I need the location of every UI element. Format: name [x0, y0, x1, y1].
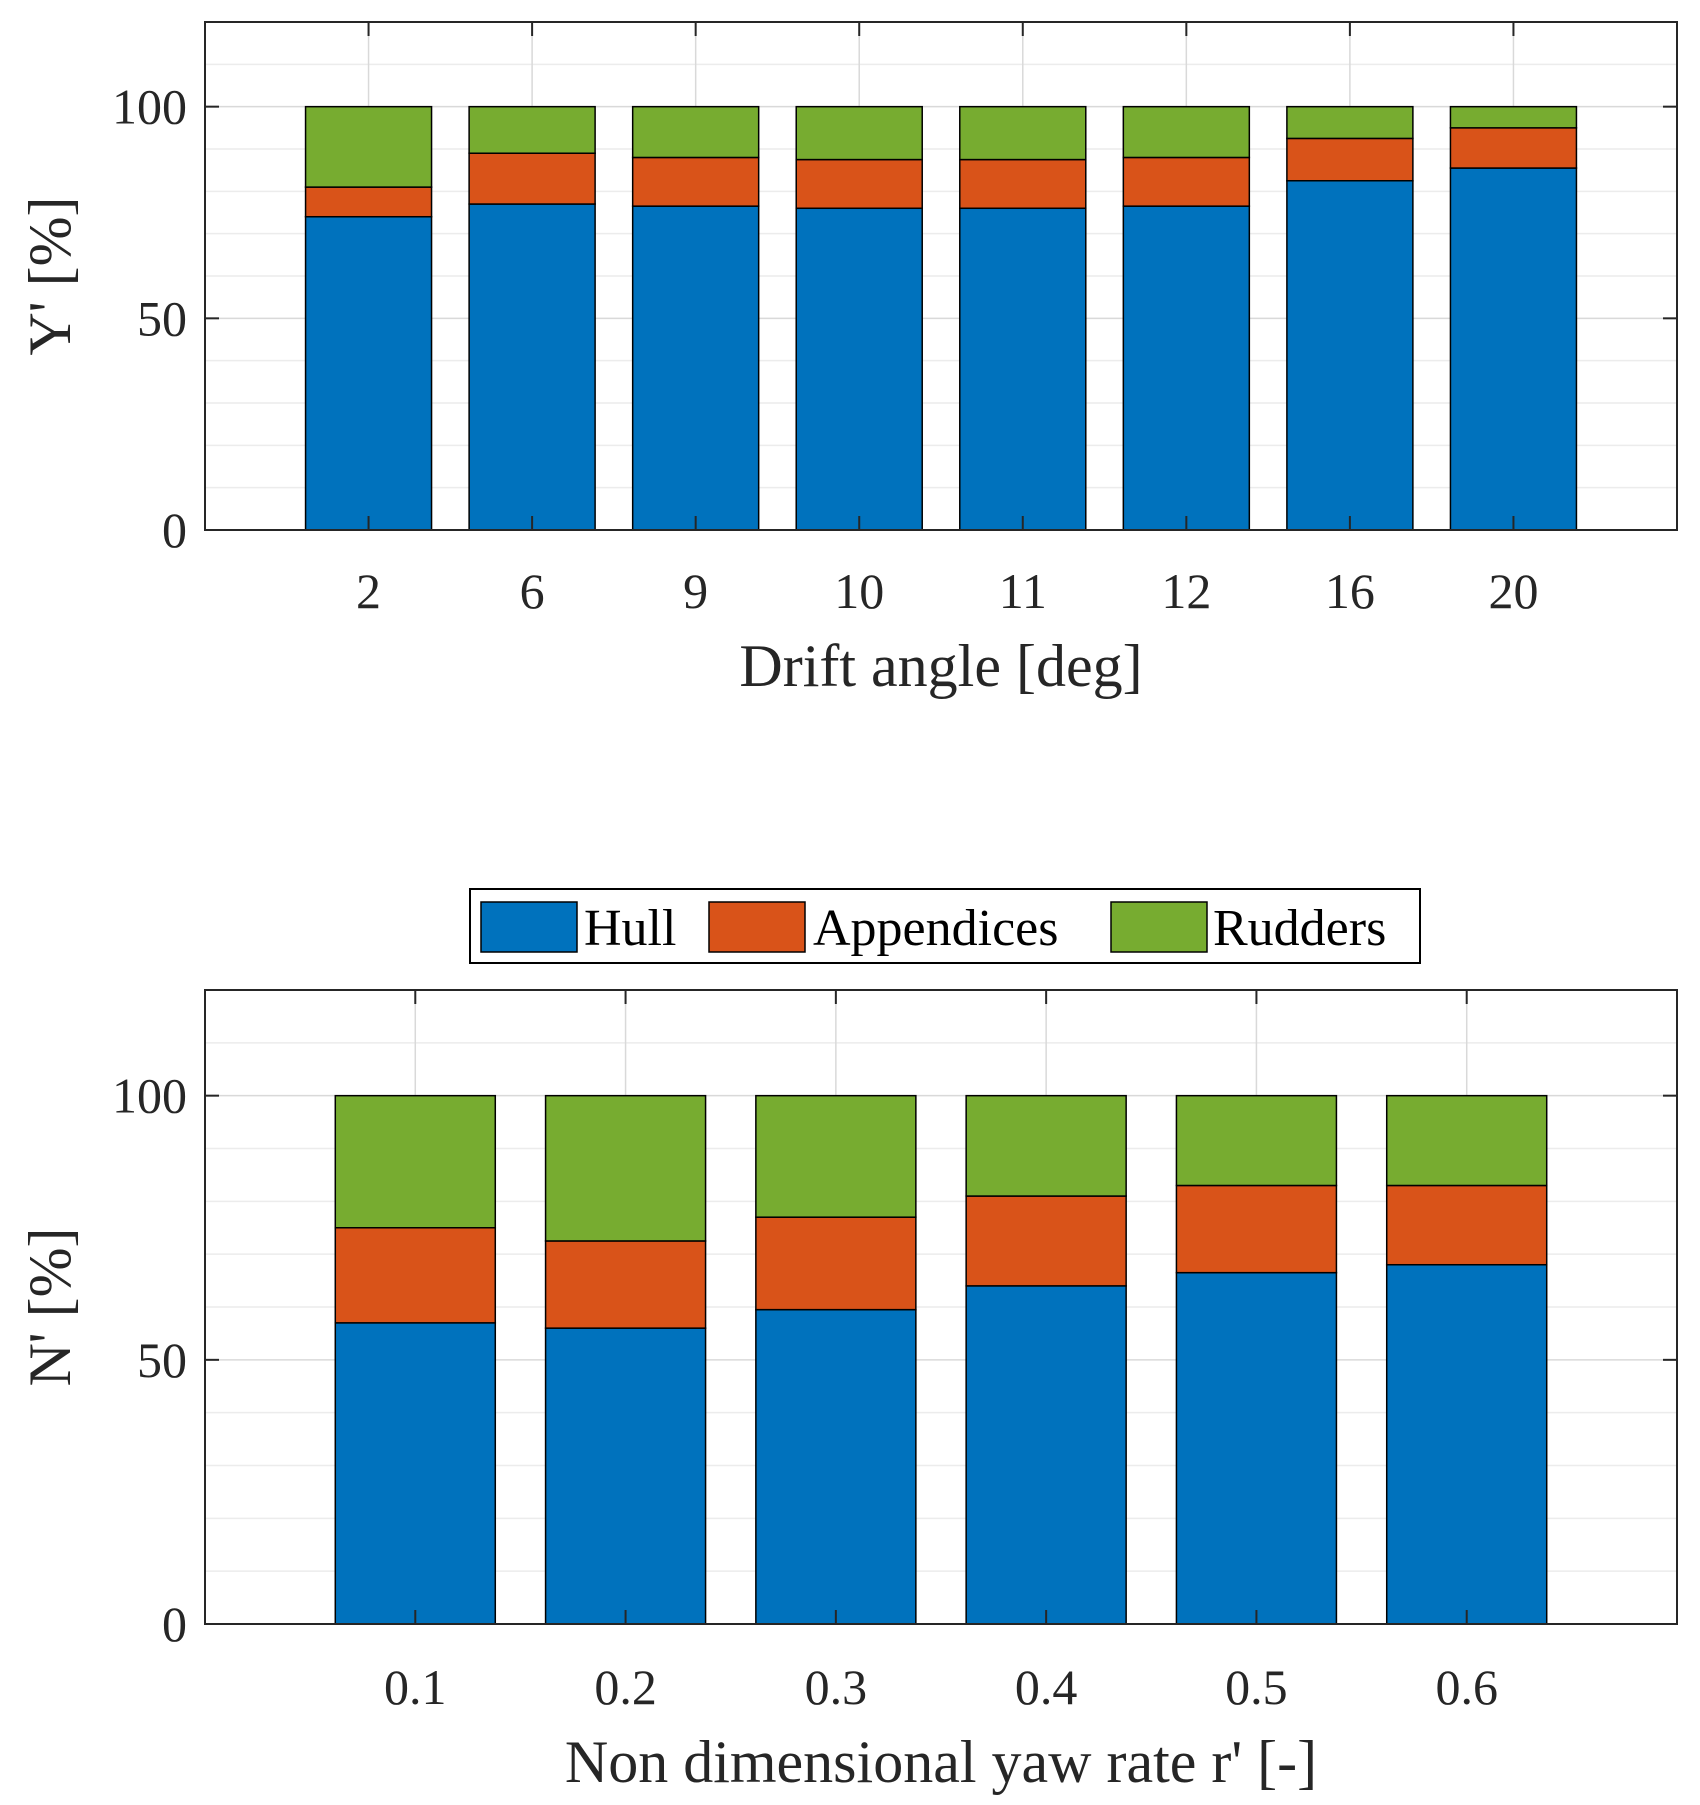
legend: Hull Appendices Rudders: [469, 888, 1421, 964]
drift-angle-x-tick-label: 2: [356, 563, 381, 619]
drift-angle-bar-hull-2: [304, 215, 433, 531]
yaw-rate-y-tick-label: 50: [137, 1332, 187, 1388]
yaw-rate-x-tick-label: 0.4: [1015, 1659, 1078, 1715]
drift-angle-bar-appendices-12: [1122, 156, 1251, 207]
yaw-rate-x-ticks: 0.1 0.2 0.3 0.4 0.5 0.6: [384, 990, 1498, 1715]
drift-angle-bar-rudders-16: [1286, 105, 1414, 140]
yaw-rate-x-tick-label: 0.3: [805, 1659, 868, 1715]
legend-label-rudders: Rudders: [1213, 900, 1386, 957]
legend-box: [469, 888, 1421, 964]
drift-angle-bar-appendices-20: [1449, 127, 1578, 169]
yaw-rate-bar-hull-0.4: [965, 1285, 1127, 1625]
legend-swatch-appendices: [708, 901, 806, 953]
drift-angle-x-tick-label: 11: [999, 563, 1047, 619]
drift-angle-y-tick-label: 0: [162, 502, 187, 558]
drift-angle-x-axis-label: Drift angle [deg]: [739, 633, 1142, 699]
drift-angle-bar-rudders-11: [959, 105, 1087, 161]
drift-angle-bar-appendices-6: [468, 152, 596, 205]
drift-angle-bar-hull-9: [631, 205, 760, 531]
drift-angle-y-ticks: 0 50 100: [112, 79, 1677, 558]
yaw-rate-y-axis-label: N' [%]: [17, 1227, 83, 1386]
yaw-rate-bar-appendices-0.2: [544, 1240, 707, 1329]
drift-angle-bar-appendices-11: [959, 158, 1087, 210]
yaw-rate-y-ticks: 0 50 100: [112, 1068, 1677, 1652]
yaw-rate-bar-appendices-0.1: [334, 1227, 497, 1324]
drift-angle-bar-hull-16: [1286, 180, 1414, 531]
yaw-rate-bar-rudders-0.1: [334, 1094, 497, 1229]
drift-angle-y-axis-label: Y' [%]: [17, 196, 83, 355]
legend-swatch-hull: [480, 901, 578, 953]
drift-angle-x-tick-label: 9: [683, 563, 708, 619]
drift-angle-bar-appendices-16: [1286, 137, 1414, 182]
yaw-rate-axes-box: [204, 989, 1678, 1625]
drift-angle-bars: [304, 105, 1578, 531]
yaw-rate-bar-appendices-0.3: [755, 1216, 917, 1311]
yaw-rate-bars: [334, 1094, 1548, 1625]
drift-angle-panel: 0 50 100 2 6 9 10 11 12 16 20 Drift angle [deg] Y…: [17, 21, 1678, 699]
drift-angle-bar-hull-10: [795, 207, 923, 531]
yaw-rate-x-tick-label: 0.5: [1225, 1659, 1288, 1715]
yaw-rate-x-axis-label: Non dimensional yaw rate r' [-]: [565, 1729, 1317, 1795]
yaw-rate-bar-appendices-0.4: [965, 1195, 1127, 1287]
drift-angle-bar-appendices-9: [631, 156, 760, 207]
yaw-rate-x-tick-label: 0.6: [1435, 1659, 1498, 1715]
yaw-rate-bar-rudders-0.5: [1175, 1094, 1338, 1187]
drift-angle-bar-hull-20: [1449, 167, 1578, 531]
drift-angle-bar-hull-11: [959, 207, 1087, 531]
yaw-rate-bar-appendices-0.6: [1385, 1184, 1548, 1266]
yaw-rate-bar-hull-0.2: [544, 1327, 707, 1625]
yaw-rate-panel: 0 50 100 0.1 0.2 0.3 0.4 0.5 0.6 Non dimensiona…: [17, 989, 1678, 1795]
yaw-rate-bar-hull-0.3: [755, 1308, 917, 1625]
drift-angle-bar-appendices-2: [304, 186, 433, 218]
yaw-rate-y-tick-label: 0: [162, 1596, 187, 1652]
drift-angle-y-tick-label: 100: [112, 79, 187, 135]
yaw-rate-bar-rudders-0.3: [755, 1094, 917, 1218]
yaw-rate-bar-rudders-0.6: [1385, 1094, 1548, 1187]
drift-angle-x-tick-label: 12: [1161, 563, 1211, 619]
drift-angle-bar-rudders-2: [304, 105, 433, 188]
drift-angle-bar-appendices-10: [795, 158, 923, 210]
drift-angle-x-ticks: 2 6 9 10 11 12 16 20: [356, 22, 1538, 619]
drift-angle-axes-box: [204, 21, 1678, 531]
drift-angle-x-tick-label: 20: [1488, 563, 1538, 619]
drift-angle-bar-rudders-20: [1449, 105, 1578, 129]
drift-angle-bar-rudders-10: [795, 105, 923, 161]
drift-angle-y-tick-label: 50: [137, 290, 187, 346]
yaw-rate-bar-hull-0.6: [1385, 1263, 1548, 1625]
yaw-rate-bar-appendices-0.5: [1175, 1184, 1338, 1274]
drift-angle-bar-rudders-6: [468, 105, 596, 154]
drift-angle-bar-hull-6: [468, 203, 596, 531]
drift-angle-x-tick-label: 6: [520, 563, 545, 619]
drift-angle-bar-hull-12: [1122, 205, 1251, 531]
yaw-rate-x-tick-label: 0.2: [594, 1659, 657, 1715]
drift-angle-x-tick-label: 16: [1325, 563, 1375, 619]
yaw-rate-bar-hull-0.1: [334, 1322, 497, 1625]
drift-angle-bar-rudders-12: [1122, 105, 1251, 159]
yaw-rate-x-tick-label: 0.1: [384, 1659, 447, 1715]
legend-label-appendices: Appendices: [813, 900, 1058, 957]
yaw-rate-bar-hull-0.5: [1175, 1271, 1338, 1625]
yaw-rate-y-tick-label: 100: [112, 1068, 187, 1124]
legend-label-hull: Hull: [584, 900, 676, 957]
drift-angle-x-tick-label: 10: [834, 563, 884, 619]
legend-swatch-rudders: [1110, 901, 1208, 953]
yaw-rate-bar-rudders-0.2: [544, 1094, 707, 1242]
drift-angle-bar-rudders-9: [631, 105, 760, 159]
yaw-rate-bar-rudders-0.4: [965, 1094, 1127, 1197]
